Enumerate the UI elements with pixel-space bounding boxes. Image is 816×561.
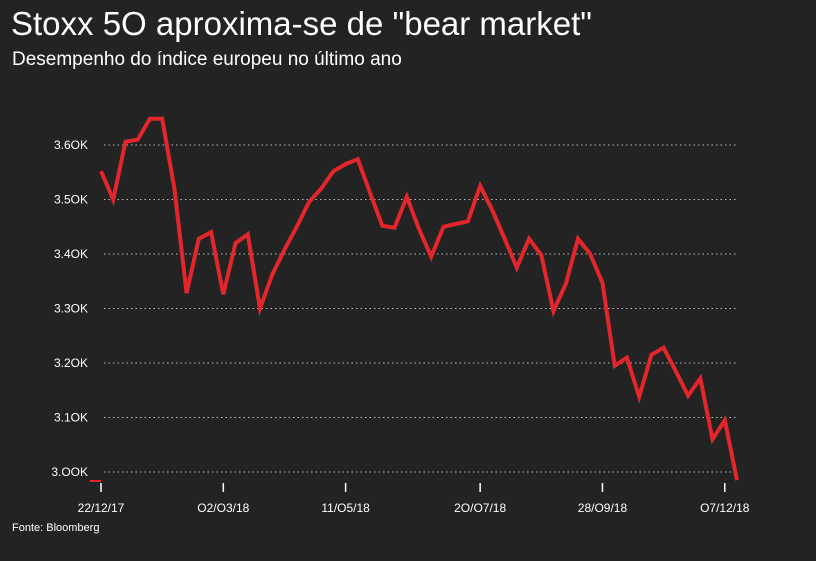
y-tick-label: 3.3OK: [54, 302, 88, 316]
source-note: Fonte: Bloomberg: [12, 522, 100, 534]
y-tick-label: 3.4OK: [54, 247, 88, 261]
series-layer: [99, 116, 739, 481]
grid-lines: [104, 144, 737, 473]
y-tick-label: 3.2OK: [54, 356, 88, 370]
chart-title: Stoxx 5O aproxima-se de "bear market": [11, 5, 592, 42]
y-tick-label: 3.6OK: [54, 138, 88, 152]
y-tick-label: 3.5OK: [54, 193, 88, 207]
y-tick-label: 3.1OK: [54, 411, 88, 425]
x-tick-label: O7/12/18: [700, 501, 750, 515]
x-axis-ticks: 22/12/17 O2/O3/18 11/O5/18 2O/O7/18 28/O9/18…: [78, 483, 750, 515]
x-tick-label: O2/O3/18: [197, 501, 249, 515]
x-tick-label: 22/12/17: [78, 501, 125, 515]
x-tick-label: 28/O9/18: [578, 501, 628, 515]
x-tick-label: 2O/O7/18: [454, 501, 506, 515]
y-axis-ticks: 3.OOK 3.1OK 3.2OK 3.3OK 3.4OK 3.5OK 3.6OK: [51, 138, 88, 479]
series-line: [99, 116, 739, 481]
chart-subtitle: Desempenho do índice europeu no último a…: [12, 49, 402, 70]
y-tick-label: 3.OOK: [51, 465, 88, 479]
x-tick-label: 11/O5/18: [321, 501, 370, 515]
